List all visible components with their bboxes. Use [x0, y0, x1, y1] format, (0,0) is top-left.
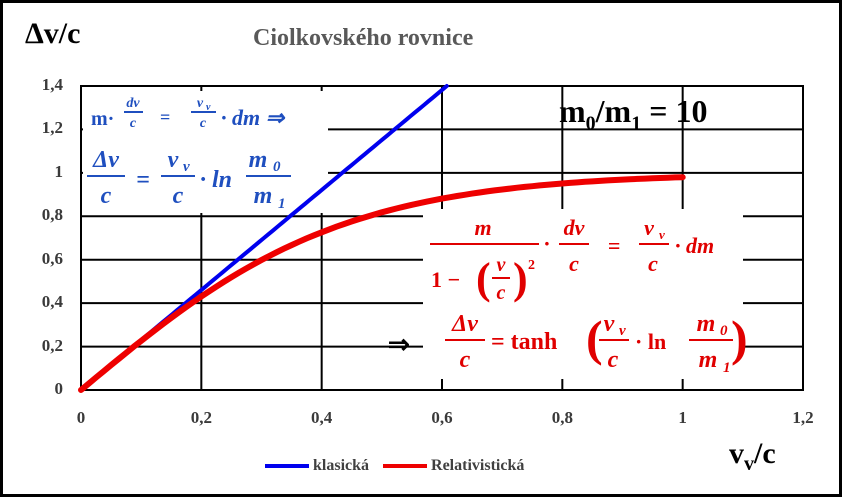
- y-tick-label: 0,4: [41, 292, 63, 312]
- eq-rel1-dv: dv: [564, 215, 585, 240]
- eq-classic2-m1sub: 1: [278, 196, 286, 212]
- x-tick-label: 0,2: [190, 408, 212, 427]
- eq-classic2-ln: · ln: [200, 167, 232, 193]
- relativistic-equation-box: [423, 209, 743, 379]
- eq-classic1-dv: dv: [126, 96, 140, 111]
- eq-rel2-m0sub: 0: [720, 323, 728, 339]
- eq-rel1-c3: c: [648, 251, 658, 276]
- chart-plot: m·dvc =v vc · dm ⇒Δvc=v vc· lnm 0m 1m1 −(vc) 2·…: [78, 84, 804, 393]
- legend-item-classic: klasická: [265, 457, 369, 475]
- eq-classic2-eq: =: [136, 167, 150, 193]
- eq-classic1-c2: c: [200, 116, 207, 131]
- chart-title: Ciolkovského rovnice: [253, 25, 474, 51]
- eq-rel1-exp: 2: [528, 258, 535, 273]
- eq-classic1-vsub: v: [206, 102, 211, 113]
- y-tick-label: 0: [54, 379, 64, 398]
- eq-rel1-dot: ·: [544, 231, 550, 256]
- eq-classic2-m1: m: [254, 183, 273, 209]
- eq-rel2-c2: c: [608, 347, 619, 373]
- eq-rel2-lparen: (: [586, 310, 603, 366]
- eq-rel2-c: c: [460, 347, 471, 373]
- x-axis-label: vv/c: [729, 437, 776, 475]
- eq-rel1-m: m: [474, 215, 491, 240]
- eq-classic2-v: v: [168, 147, 179, 173]
- legend-label-classic: klasická: [313, 457, 370, 474]
- legend-swatch-classic: [265, 464, 309, 468]
- eq-rel1-vsub: v: [659, 227, 665, 242]
- x-tick-label: 1: [678, 408, 687, 427]
- y-tick-label: 0,6: [41, 248, 63, 268]
- eq-classic2-c: c: [101, 183, 112, 209]
- eq-rel1-eq: =: [608, 233, 621, 258]
- y-axis-label: Δv/c: [25, 17, 81, 50]
- eq-rel2-vsub: v: [619, 323, 626, 339]
- eq-rel1-v: v: [497, 254, 507, 276]
- x-tick-label: 0,4: [311, 408, 333, 427]
- x-tick-label: 0,6: [431, 408, 453, 427]
- eq-rel2-m1: m: [699, 347, 718, 373]
- y-tick-label: 0,8: [41, 205, 63, 225]
- eq-rel2-m1sub: 1: [723, 360, 731, 376]
- eq-rel1-dm: · dm: [675, 233, 714, 258]
- eq-classic2-dv: Δv: [92, 147, 119, 173]
- eq-classic2-c2: c: [173, 183, 184, 209]
- eq-rel1-lparen: (: [476, 254, 491, 303]
- x-tick-label: 0: [76, 408, 86, 427]
- mass-ratio-annotation: m0/m1 = 10: [559, 93, 708, 135]
- eq-rel2-v: v: [604, 311, 615, 337]
- eq-rel1-vv: v: [644, 215, 654, 240]
- eq-rel2-arrow: ⇒: [388, 330, 410, 359]
- legend-swatch-relativistic: [383, 464, 428, 468]
- eq-classic1-dm: · dm ⇒: [221, 105, 286, 130]
- legend-label-relativistic: Relativistická: [431, 457, 525, 474]
- eq-rel1-one-minus: 1 −: [431, 267, 460, 292]
- legend-item-relativistic: Relativistická: [383, 457, 524, 475]
- eq-rel2-dv: Δv: [451, 311, 478, 337]
- eq-rel1-c: c: [497, 282, 506, 304]
- legend: klasická Relativistická: [265, 455, 534, 475]
- eq-classic1-m: m·: [91, 108, 114, 130]
- eq-classic2-m0sub: 0: [273, 159, 281, 175]
- eq-rel2-m0: m: [697, 311, 716, 337]
- series-line-relativistic: [78, 174, 686, 393]
- eq-rel2-rparen: ): [731, 310, 748, 366]
- eq-classic2-m0: m: [249, 147, 268, 173]
- eq-classic1-c: c: [130, 116, 137, 131]
- y-tick-label: 1: [54, 161, 64, 181]
- x-tick-label: 1,2: [792, 408, 814, 427]
- eq-classic1-v: v: [197, 96, 204, 111]
- y-tick-label: 1,4: [41, 75, 63, 94]
- eq-rel2-ln: · ln: [635, 329, 666, 354]
- eq-rel1-c2: c: [569, 251, 579, 276]
- eq-classic2-vsub: v: [183, 159, 190, 175]
- eq-rel1-rparen: ): [513, 254, 528, 303]
- y-tick-label: 0,2: [41, 335, 63, 355]
- y-tick-label: 1,2: [41, 118, 63, 138]
- x-tick-label: 0,8: [551, 408, 573, 427]
- eq-classic1-eq: =: [160, 107, 170, 127]
- eq-rel2-tanh: = tanh: [491, 329, 557, 355]
